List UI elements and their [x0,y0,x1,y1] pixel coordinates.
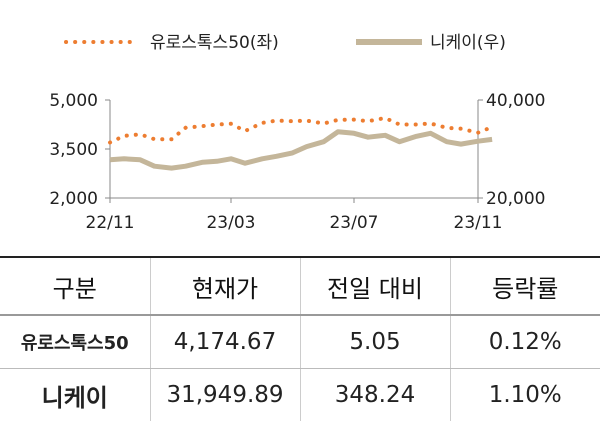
row-change: 348.24 [300,369,450,421]
legend-label-eurostoxx50: 유로스톡스50(좌) [150,33,279,53]
table-row: 니케이 31,949.89 348.24 1.10% [0,369,600,421]
header-change-rate: 등락률 [450,257,600,315]
row-change: 5.05 [300,315,450,369]
row-name: 유로스톡스50 [0,315,150,369]
y-left-tick-label: 5,000 [49,91,98,111]
x-tick-label: 23/03 [206,213,255,233]
series-layer [110,118,492,168]
header-category: 구분 [0,257,150,315]
table-header-row: 구분 현재가 전일 대비 등락률 [0,257,600,315]
row-change-rate: 0.12% [450,315,600,369]
tick-labels: 5,000 3,500 2,000 40,000 20,000 22/11 23/03 23/… [49,91,545,233]
row-name: 니케이 [0,369,150,421]
x-tick-label: 23/11 [454,213,503,233]
header-current-price: 현재가 [150,257,300,315]
y-right-tick-label: 20,000 [486,189,545,209]
chart: 유로스톡스50(좌) 니케이(우) 5,000 3,500 2,000 40,000 2… [0,0,600,256]
table-row: 유로스톡스50 4,174.67 5.05 0.12% [0,315,600,369]
eurostoxx50-line [110,118,492,143]
nikkei-line [110,132,492,168]
x-tick-label: 22/11 [86,213,135,233]
y-left-tick-label: 2,000 [49,189,98,209]
row-change-rate: 1.10% [450,369,600,421]
row-current-price: 4,174.67 [150,315,300,369]
x-tick-label: 23/07 [329,213,378,233]
y-right-tick-label: 40,000 [486,91,545,111]
row-current-price: 31,949.89 [150,369,300,421]
legend-label-nikkei: 니케이(우) [430,33,506,53]
quote-table: 구분 현재가 전일 대비 등락률 유로스톡스50 4,174.67 5.05 0… [0,256,600,421]
y-left-tick-label: 3,500 [49,140,98,160]
legend: 유로스톡스50(좌) 니케이(우) [66,33,506,53]
header-change: 전일 대비 [300,257,450,315]
